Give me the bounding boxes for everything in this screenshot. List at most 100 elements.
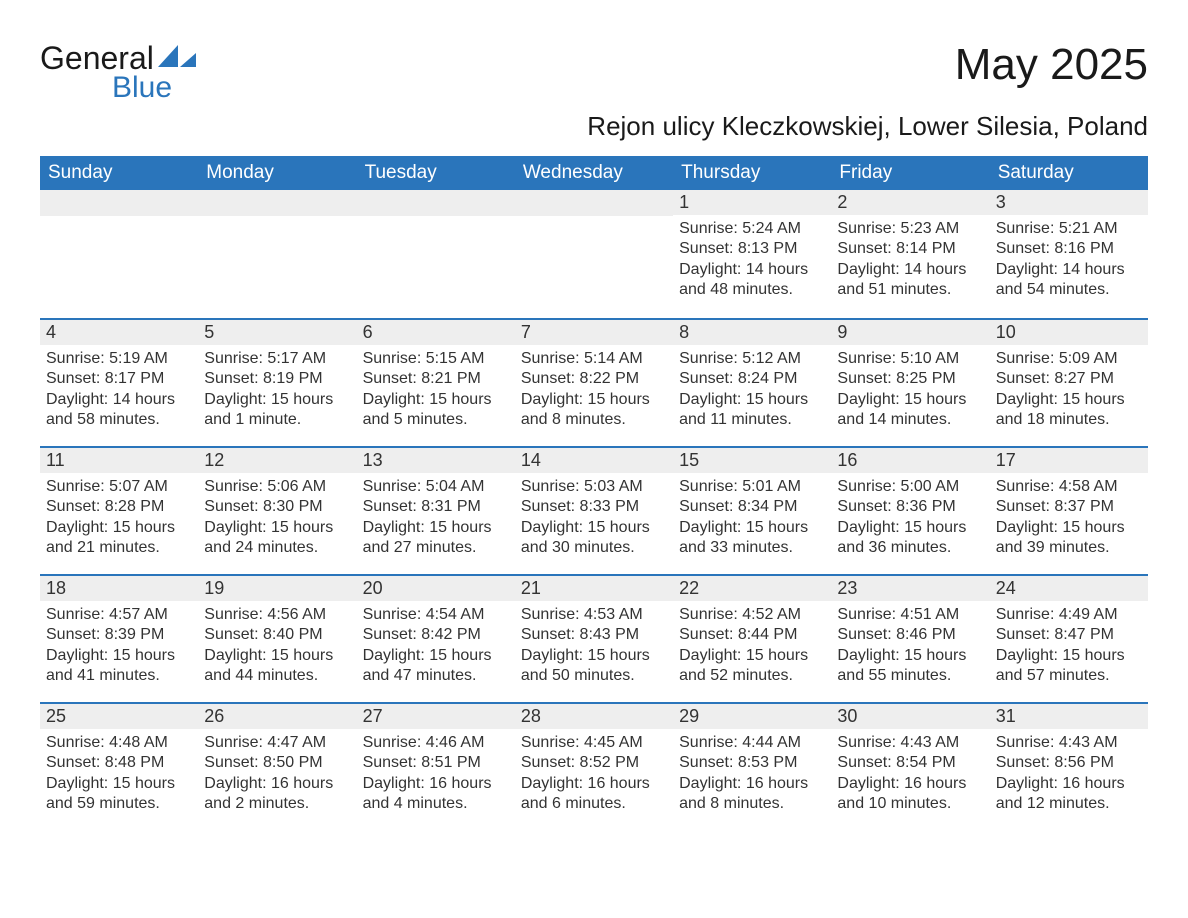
sunset-line: Sunset: 8:36 PM [837, 497, 983, 517]
sunrise-line: Sunrise: 5:03 AM [521, 477, 667, 497]
daylight-line: Daylight: 14 hours and 54 minutes. [996, 260, 1142, 301]
location-subtitle: Rejon ulicy Kleczkowskiej, Lower Silesia… [40, 111, 1148, 142]
day-details: Sunrise: 4:46 AMSunset: 8:51 PMDaylight:… [357, 729, 515, 817]
day-number: 5 [198, 318, 356, 345]
day-number: 3 [990, 190, 1148, 215]
daylight-line: Daylight: 15 hours and 33 minutes. [679, 518, 825, 559]
day-details: Sunrise: 4:49 AMSunset: 8:47 PMDaylight:… [990, 601, 1148, 689]
day-details: Sunrise: 4:54 AMSunset: 8:42 PMDaylight:… [357, 601, 515, 689]
sunset-line: Sunset: 8:46 PM [837, 625, 983, 645]
day-number: 2 [831, 190, 989, 215]
sunrise-line: Sunrise: 4:51 AM [837, 605, 983, 625]
empty-day-header [40, 190, 198, 216]
sunrise-line: Sunrise: 5:04 AM [363, 477, 509, 497]
sunrise-line: Sunrise: 5:06 AM [204, 477, 350, 497]
weekday-header: Saturday [990, 156, 1148, 190]
day-details: Sunrise: 5:15 AMSunset: 8:21 PMDaylight:… [357, 345, 515, 433]
day-details: Sunrise: 5:23 AMSunset: 8:14 PMDaylight:… [831, 215, 989, 303]
day-details: Sunrise: 4:48 AMSunset: 8:48 PMDaylight:… [40, 729, 198, 817]
calendar-cell: 6Sunrise: 5:15 AMSunset: 8:21 PMDaylight… [357, 318, 515, 446]
calendar-cell: 3Sunrise: 5:21 AMSunset: 8:16 PMDaylight… [990, 190, 1148, 318]
day-number: 15 [673, 446, 831, 473]
day-details: Sunrise: 5:24 AMSunset: 8:13 PMDaylight:… [673, 215, 831, 303]
daylight-line: Daylight: 15 hours and 36 minutes. [837, 518, 983, 559]
calendar-cell: 8Sunrise: 5:12 AMSunset: 8:24 PMDaylight… [673, 318, 831, 446]
weekday-header: Tuesday [357, 156, 515, 190]
calendar-cell [40, 190, 198, 318]
sunset-line: Sunset: 8:40 PM [204, 625, 350, 645]
calendar-cell: 1Sunrise: 5:24 AMSunset: 8:13 PMDaylight… [673, 190, 831, 318]
sunset-line: Sunset: 8:28 PM [46, 497, 192, 517]
day-details: Sunrise: 5:01 AMSunset: 8:34 PMDaylight:… [673, 473, 831, 561]
daylight-line: Daylight: 14 hours and 51 minutes. [837, 260, 983, 301]
calendar-cell: 29Sunrise: 4:44 AMSunset: 8:53 PMDayligh… [673, 702, 831, 830]
weekday-header: Wednesday [515, 156, 673, 190]
calendar-cell: 4 Sunrise: 5:19 AMSunset: 8:17 PMDaylight… [40, 318, 198, 446]
sunrise-line: Sunrise: 5:09 AM [996, 349, 1142, 369]
daylight-line: Daylight: 15 hours and 41 minutes. [46, 646, 192, 687]
daylight-line: Daylight: 15 hours and 8 minutes. [521, 390, 667, 431]
sunset-line: Sunset: 8:17 PM [46, 369, 192, 389]
calendar-table: Sunday Monday Tuesday Wednesday Thursday… [40, 156, 1148, 830]
header-row: General Blue May 2025 [40, 40, 1148, 105]
daylight-line: Daylight: 15 hours and 52 minutes. [679, 646, 825, 687]
sunrise-line: Sunrise: 4:58 AM [996, 477, 1142, 497]
day-details: Sunrise: 5:12 AMSunset: 8:24 PMDaylight:… [673, 345, 831, 433]
day-details: Sunrise: 5:00 AMSunset: 8:36 PMDaylight:… [831, 473, 989, 561]
daylight-line: Daylight: 15 hours and 11 minutes. [679, 390, 825, 431]
day-details: Sunrise: 4:47 AMSunset: 8:50 PMDaylight:… [198, 729, 356, 817]
day-number: 17 [990, 446, 1148, 473]
day-number: 28 [515, 702, 673, 729]
daylight-line: Daylight: 15 hours and 21 minutes. [46, 518, 192, 559]
calendar-cell: 21Sunrise: 4:53 AMSunset: 8:43 PMDayligh… [515, 574, 673, 702]
sunrise-line: Sunrise: 5:19 AM [46, 349, 192, 369]
calendar-row: 1Sunrise: 5:24 AMSunset: 8:13 PMDaylight… [40, 190, 1148, 318]
sunset-line: Sunset: 8:50 PM [204, 753, 350, 773]
sunrise-line: Sunrise: 4:57 AM [46, 605, 192, 625]
sunset-line: Sunset: 8:42 PM [363, 625, 509, 645]
calendar-cell [515, 190, 673, 318]
calendar-cell: 18Sunrise: 4:57 AMSunset: 8:39 PMDayligh… [40, 574, 198, 702]
sunset-line: Sunset: 8:52 PM [521, 753, 667, 773]
daylight-line: Daylight: 15 hours and 27 minutes. [363, 518, 509, 559]
calendar-cell: 15Sunrise: 5:01 AMSunset: 8:34 PMDayligh… [673, 446, 831, 574]
day-number: 24 [990, 574, 1148, 601]
daylight-line: Daylight: 14 hours and 58 minutes. [46, 390, 192, 431]
daylight-line: Daylight: 15 hours and 50 minutes. [521, 646, 667, 687]
sunrise-line: Sunrise: 5:17 AM [204, 349, 350, 369]
daylight-line: Daylight: 15 hours and 1 minute. [204, 390, 350, 431]
calendar-row: 4Sunrise: 5:19 AMSunset: 8:17 PMDaylight… [40, 318, 1148, 446]
calendar-row: 11Sunrise: 5:07 AMSunset: 8:28 PMDayligh… [40, 446, 1148, 574]
day-number: 4 [40, 318, 198, 345]
calendar-row: 25Sunrise: 4:48 AMSunset: 8:48 PMDayligh… [40, 702, 1148, 830]
weekday-header-row: Sunday Monday Tuesday Wednesday Thursday… [40, 156, 1148, 190]
sunrise-line: Sunrise: 4:45 AM [521, 733, 667, 753]
sunset-line: Sunset: 8:16 PM [996, 239, 1142, 259]
day-number: 10 [990, 318, 1148, 345]
day-number: 18 [40, 574, 198, 601]
calendar-cell [357, 190, 515, 318]
calendar-cell: 24Sunrise: 4:49 AMSunset: 8:47 PMDayligh… [990, 574, 1148, 702]
brand-logo: General Blue [40, 40, 196, 105]
day-details: Sunrise: 4:56 AMSunset: 8:40 PMDaylight:… [198, 601, 356, 689]
day-number: 7 [515, 318, 673, 345]
sunrise-line: Sunrise: 5:14 AM [521, 349, 667, 369]
calendar-cell: 10Sunrise: 5:09 AMSunset: 8:27 PMDayligh… [990, 318, 1148, 446]
sunset-line: Sunset: 8:31 PM [363, 497, 509, 517]
day-number: 27 [357, 702, 515, 729]
sunset-line: Sunset: 8:47 PM [996, 625, 1142, 645]
calendar-cell: 30Sunrise: 4:43 AMSunset: 8:54 PMDayligh… [831, 702, 989, 830]
day-details: Sunrise: 5:10 AMSunset: 8:25 PMDaylight:… [831, 345, 989, 433]
day-details: Sunrise: 4:58 AMSunset: 8:37 PMDaylight:… [990, 473, 1148, 561]
calendar-cell: 27Sunrise: 4:46 AMSunset: 8:51 PMDayligh… [357, 702, 515, 830]
weekday-header: Friday [831, 156, 989, 190]
day-number: 20 [357, 574, 515, 601]
calendar-cell: 2Sunrise: 5:23 AMSunset: 8:14 PMDaylight… [831, 190, 989, 318]
day-details: Sunrise: 5:03 AMSunset: 8:33 PMDaylight:… [515, 473, 673, 561]
sunrise-line: Sunrise: 4:46 AM [363, 733, 509, 753]
calendar-cell: 25Sunrise: 4:48 AMSunset: 8:48 PMDayligh… [40, 702, 198, 830]
sunset-line: Sunset: 8:25 PM [837, 369, 983, 389]
day-details: Sunrise: 4:43 AMSunset: 8:56 PMDaylight:… [990, 729, 1148, 817]
daylight-line: Daylight: 15 hours and 14 minutes. [837, 390, 983, 431]
sunset-line: Sunset: 8:24 PM [679, 369, 825, 389]
